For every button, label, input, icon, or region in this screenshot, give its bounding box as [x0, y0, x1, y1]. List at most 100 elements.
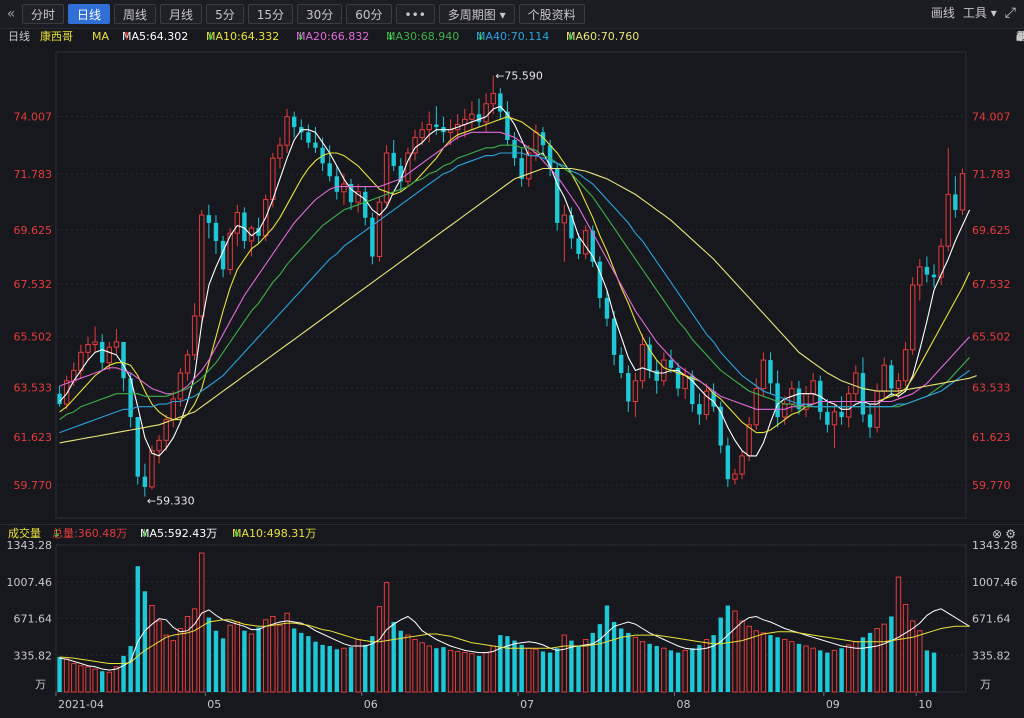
volume-bar-down	[718, 617, 723, 692]
period-button-60min[interactable]: 60分	[346, 4, 392, 24]
period-button-5min[interactable]: 5分	[206, 4, 244, 24]
price-adjust-button[interactable]: 前复权	[1016, 30, 1024, 43]
draw-line-button[interactable]: 画线	[930, 6, 955, 20]
price-tick-right: 69.625	[972, 224, 1011, 237]
volume-bar-down	[924, 650, 930, 692]
candle-body-up	[831, 411, 838, 426]
volume-bar-down	[512, 640, 517, 692]
volume-bar-up	[426, 645, 432, 693]
volume-tick-right: 335.82	[972, 649, 1011, 662]
candle-body-up	[341, 183, 347, 193]
candle-body-down	[398, 165, 404, 182]
arrow-down-icon: ↓	[232, 527, 242, 540]
volume-tick-right: 671.64	[972, 613, 1011, 626]
candle-body-down	[839, 411, 844, 418]
volume-tick-right: 1343.28	[972, 539, 1018, 552]
zoom-out-icon[interactable]: ⊖	[1016, 30, 1024, 43]
volume-bar-up	[533, 648, 539, 693]
volume-unit-right: 万	[980, 678, 991, 691]
volume-bar-down	[867, 632, 873, 692]
tools-dropdown[interactable]: 工具 ▾	[963, 4, 997, 21]
candle-body-up	[582, 230, 589, 255]
volume-bar-up	[760, 632, 767, 693]
lock-icon[interactable]: 🔒︎	[1016, 30, 1022, 43]
candle-body-down	[611, 318, 617, 355]
volume-bar-up	[803, 645, 809, 693]
price-tick-left: 74.007	[14, 111, 53, 124]
volume-bar-up	[248, 633, 255, 693]
volume-bar-up	[632, 636, 639, 693]
volume-bar-down	[121, 655, 126, 692]
volume-bar-up	[895, 576, 902, 693]
candle-body-down	[654, 370, 659, 381]
period-button-15min[interactable]: 15分	[247, 4, 293, 24]
candle-body-up	[284, 116, 290, 146]
candle-body-down	[718, 406, 723, 446]
volume-bar-up	[739, 620, 745, 693]
volume-bar-down	[434, 648, 439, 692]
volume-tick-left: 1007.46	[7, 576, 53, 589]
expand-icon[interactable]: ⤢	[1004, 4, 1016, 21]
gear-icon[interactable]: ⚙	[1016, 30, 1024, 43]
ma-label: MA	[92, 30, 110, 43]
double-chevron-left-icon[interactable]: «	[6, 6, 16, 22]
volume-bar-down	[306, 636, 311, 692]
volume-bar-up	[902, 603, 909, 693]
candle-body-down	[363, 191, 368, 218]
gear-icon[interactable]: ⚙	[1005, 527, 1016, 541]
volume-bar-down	[597, 624, 603, 692]
candle-body-down	[370, 217, 375, 257]
volume-bar-up	[845, 644, 852, 693]
candle-body-down	[100, 341, 105, 363]
x-tick-label: 10	[918, 698, 932, 711]
stock-info-button[interactable]: 个股资料	[518, 4, 585, 24]
volume-bar-down	[242, 630, 247, 692]
volume-bar-down	[711, 635, 716, 692]
candle-body-down	[626, 373, 631, 402]
zoom-in-icon[interactable]: ⊕	[1016, 30, 1024, 43]
volume-bar-down	[590, 632, 595, 692]
period-button-intraday[interactable]: 分时	[22, 4, 65, 24]
volume-bar-up	[881, 623, 887, 693]
volume-bar-up	[831, 649, 838, 693]
volume-bar-up	[177, 628, 184, 693]
candle-body-down	[576, 238, 581, 254]
period-button-weekly[interactable]: 周线	[114, 4, 157, 24]
volume-bar-down	[839, 648, 844, 692]
x-tick-label: 06	[364, 698, 378, 711]
candle-body-down	[555, 168, 560, 223]
candle-body-up	[85, 344, 91, 353]
candle-body-up	[191, 315, 198, 356]
volume-bar-down	[327, 646, 332, 692]
candle-body-down	[697, 404, 702, 415]
candle-body-down	[142, 476, 148, 487]
candle-body-down	[57, 393, 62, 405]
volume-bar-up	[447, 649, 454, 693]
multi-period-dropdown[interactable]: 多周期图 ▾	[438, 4, 515, 24]
tools-label: 工具	[962, 6, 987, 20]
candle-body-down	[313, 142, 318, 148]
volume-bar-up	[106, 671, 113, 693]
arrow-down-icon: ↓	[140, 527, 150, 540]
volume-bar-down	[547, 652, 553, 692]
period-button-30min[interactable]: 30分	[296, 4, 343, 24]
candle-body-down	[498, 93, 503, 112]
period-button-daily[interactable]: 日线	[68, 4, 111, 24]
close-icon[interactable]: ⊗	[991, 527, 1002, 541]
volume-bar-down	[299, 632, 304, 692]
undo-icon[interactable]: ↶	[1016, 30, 1024, 43]
candle-body-up	[703, 390, 710, 415]
reload-button[interactable]: 重载	[1016, 30, 1024, 43]
period-button-monthly[interactable]: 月线	[160, 4, 203, 24]
volume-bar-down	[796, 643, 802, 692]
volume-ma10-text: MA10:498.31万	[232, 527, 317, 540]
candle-body-down	[690, 375, 695, 405]
candle-body-down	[512, 140, 517, 159]
more-periods-button[interactable]: •••	[395, 4, 435, 24]
volume-bar-down	[725, 605, 731, 692]
x-tick-label: 08	[677, 698, 691, 711]
arrow-down-icon: ↓	[476, 30, 486, 43]
candle-body-down	[775, 383, 780, 418]
volume-bar-down	[505, 636, 510, 692]
